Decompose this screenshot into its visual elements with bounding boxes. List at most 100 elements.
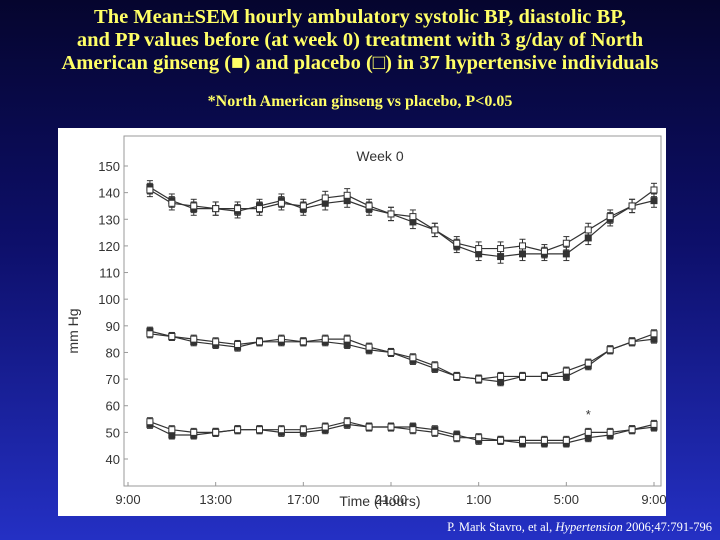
data-point-placebo — [431, 362, 439, 370]
series-line — [149, 423, 655, 444]
data-point-placebo — [234, 205, 242, 213]
data-point-placebo — [277, 199, 285, 207]
citation-ref: 2006;47:791-796 — [622, 520, 712, 534]
data-point-placebo — [343, 335, 351, 343]
data-point-placebo — [475, 245, 483, 253]
series-pp-filled-square — [146, 419, 658, 448]
data-point-placebo — [584, 226, 592, 234]
y-tick-label: 90 — [106, 319, 120, 334]
data-point-placebo — [606, 213, 614, 221]
chart-panel: Week 0 Time (Hours) mm Hg 40 50 60 70 80 90 10… — [58, 128, 667, 516]
data-point-placebo — [519, 372, 526, 380]
data-point-placebo — [584, 428, 592, 436]
series-diastolic-bp-open-square — [146, 329, 658, 384]
data-point-placebo — [299, 202, 307, 210]
y-tick-label: 130 — [98, 212, 120, 227]
data-point-placebo — [606, 346, 614, 354]
series-diastolic-bp-filled-square — [146, 326, 658, 387]
data-point-placebo — [190, 335, 198, 343]
data-point-placebo — [453, 434, 461, 442]
data-point-placebo — [321, 335, 329, 343]
y-tick-label: 140 — [98, 186, 120, 201]
data-point-placebo — [650, 186, 658, 194]
data-point-placebo — [431, 428, 439, 436]
x-tick-label: 9:00 — [115, 492, 140, 507]
data-point-placebo — [146, 418, 154, 426]
data-point-placebo — [212, 205, 220, 213]
x-tick-label: 17:00 — [287, 492, 320, 507]
series-layer — [146, 180, 658, 448]
x-tick-label: 5:00 — [554, 492, 579, 507]
y-tick-label: 40 — [106, 452, 120, 467]
series-line — [149, 186, 655, 258]
data-point-placebo — [562, 436, 570, 444]
series-line — [149, 330, 655, 383]
data-point-placebo — [540, 247, 548, 255]
data-point-placebo — [234, 340, 242, 348]
data-point-placebo — [475, 434, 483, 442]
bp-line-chart: Week 0 Time (Hours) mm Hg 40 50 60 70 80 90 10… — [65, 135, 667, 509]
x-tick-label: 9:00 — [641, 492, 666, 507]
data-point-placebo — [475, 375, 483, 383]
data-point-placebo — [431, 226, 439, 234]
data-point-placebo — [234, 426, 242, 434]
citation-journal: Hypertension — [555, 520, 623, 534]
data-point-placebo — [321, 423, 329, 431]
y-axis-ticks: 40 50 60 70 80 90 100 110 120 130 140 150 — [98, 159, 128, 467]
data-point-placebo — [540, 372, 548, 380]
y-tick-label: 120 — [98, 239, 120, 254]
data-point-placebo — [168, 332, 176, 340]
y-tick-label: 70 — [106, 372, 120, 387]
data-point-placebo — [650, 330, 658, 338]
y-tick-label: 50 — [106, 425, 120, 440]
data-point-placebo — [256, 426, 263, 434]
data-point-placebo — [540, 436, 548, 444]
series-line — [149, 333, 655, 380]
title-line-1: The Mean±SEM hourly ambulatory systolic … — [94, 6, 626, 28]
data-point-placebo — [409, 213, 417, 221]
data-point-placebo — [519, 436, 526, 444]
y-axis-label: mm Hg — [65, 308, 81, 353]
slide-title: The Mean±SEM hourly ambulatory systolic … — [0, 6, 720, 75]
data-point-placebo — [497, 436, 505, 444]
annotation-layer: * — [586, 407, 591, 422]
data-point-placebo — [146, 186, 154, 194]
data-point-ginseng — [650, 197, 658, 205]
x-axis-label: Time (Hours) — [339, 493, 420, 509]
data-point-placebo — [256, 338, 263, 346]
citation: P. Mark Stavro, et al, Hypertension 2006… — [447, 520, 712, 535]
title-line-3: American ginseng (■) and placebo (□) in … — [61, 52, 659, 74]
y-tick-label: 60 — [106, 399, 120, 414]
series-systolic-bp-filled-square — [146, 180, 658, 264]
y-tick-label: 150 — [98, 159, 120, 174]
data-point-placebo — [562, 367, 570, 375]
data-point-placebo — [519, 242, 526, 250]
citation-authors: P. Mark Stavro, et al, — [447, 520, 556, 534]
data-point-placebo — [387, 210, 395, 218]
data-point-placebo — [299, 338, 307, 346]
data-point-placebo — [453, 372, 461, 380]
data-point-placebo — [277, 335, 285, 343]
data-point-placebo — [453, 239, 461, 247]
significance-asterisk: * — [586, 407, 591, 422]
data-point-placebo — [146, 330, 154, 338]
chart-title: Week 0 — [356, 148, 403, 164]
data-point-placebo — [277, 426, 285, 434]
data-point-placebo — [343, 418, 351, 426]
title-line-2: and PP values before (at week 0) treatme… — [76, 29, 644, 51]
data-point-placebo — [299, 426, 307, 434]
data-point-placebo — [365, 202, 373, 210]
data-point-placebo — [168, 426, 176, 434]
data-point-placebo — [497, 245, 505, 253]
x-tick-label: 1:00 — [466, 492, 491, 507]
data-point-placebo — [365, 343, 373, 351]
plot-frame — [123, 135, 662, 487]
data-point-placebo — [628, 338, 636, 346]
slide-subtitle: *North American ginseng vs placebo, P<0.… — [207, 93, 513, 110]
data-point-placebo — [212, 428, 220, 436]
data-point-placebo — [212, 338, 220, 346]
y-tick-label: 80 — [106, 345, 120, 360]
data-point-placebo — [168, 199, 176, 207]
x-tick-label: 13:00 — [199, 492, 232, 507]
data-point-placebo — [409, 354, 417, 362]
